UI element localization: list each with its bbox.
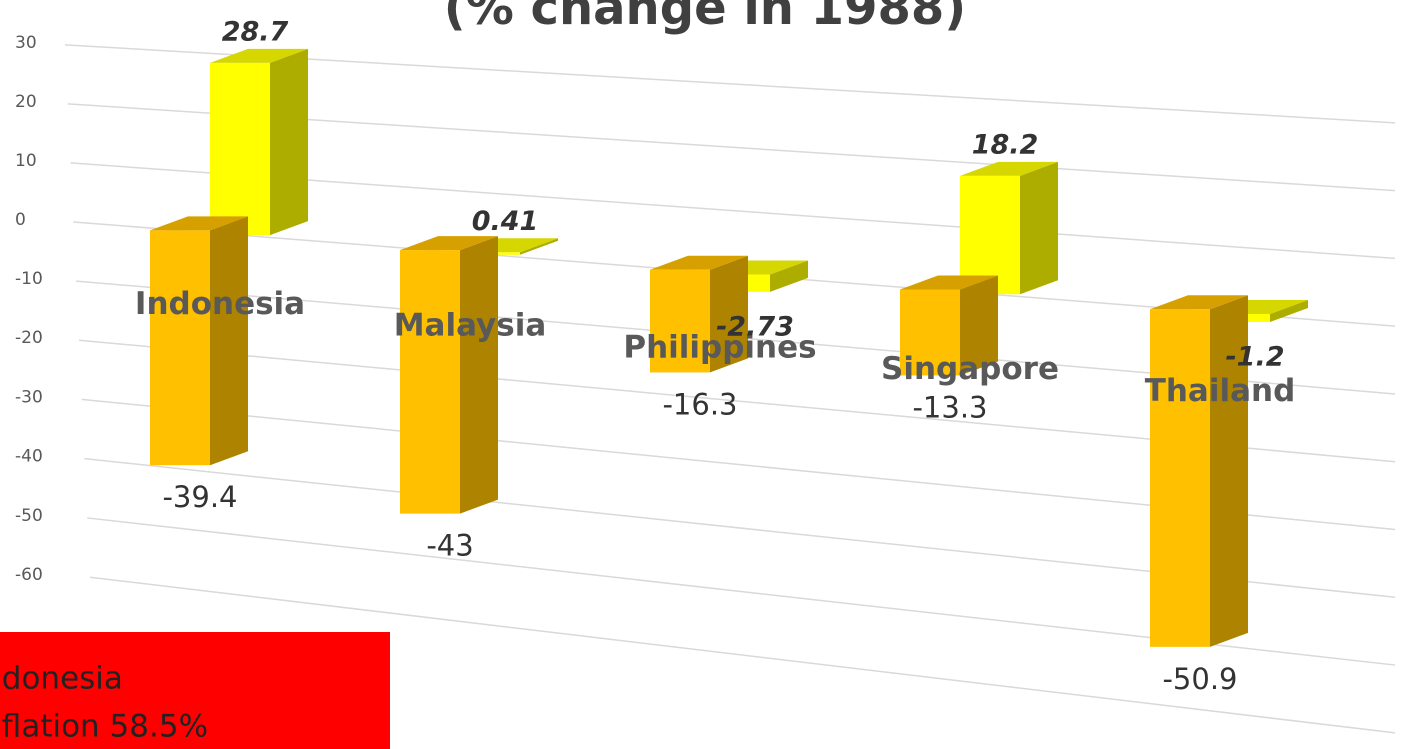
y-tick-label: 30 [15, 33, 37, 53]
y-tick-label: -50 [15, 506, 43, 526]
bar-top [960, 161, 1058, 176]
y-tick-label: -30 [15, 387, 43, 407]
data-label: -50.9 [1162, 662, 1237, 696]
data-label: -16.3 [662, 387, 737, 421]
bar-side [710, 255, 748, 373]
x-category-label: Indonesia [135, 286, 305, 322]
bar-top [210, 48, 308, 63]
data-label: -13.3 [912, 390, 987, 424]
bar-top [900, 275, 998, 290]
bar-top [400, 236, 498, 251]
bar [150, 230, 210, 466]
bar-side [1020, 161, 1058, 295]
y-tick-label: 10 [15, 151, 37, 171]
x-category-label: Thailand [1145, 373, 1296, 409]
y-tick-label: -10 [15, 269, 43, 289]
bar-top [1150, 295, 1248, 310]
y-tick-label: -40 [15, 447, 43, 467]
y-tick-label: -60 [15, 565, 43, 585]
bar-side [460, 236, 498, 514]
y-tick-label: 0 [15, 210, 26, 230]
data-label: 0.41 [472, 206, 539, 237]
bar-side [270, 48, 308, 236]
bar [960, 175, 1020, 295]
data-label: 18.2 [972, 129, 1039, 160]
data-label: -43 [426, 529, 473, 563]
x-category-label: Malaysia [394, 308, 547, 344]
bar-side [210, 216, 248, 466]
bar [1150, 309, 1210, 647]
grid-line [89, 576, 1396, 734]
bar-side [1210, 295, 1248, 647]
chart-title: (% change in 1988) [444, 0, 966, 36]
y-tick-label: -20 [15, 328, 43, 348]
annotation-box [0, 632, 390, 749]
x-category-label: Singapore [881, 351, 1059, 387]
bar-side [520, 238, 558, 255]
bar [400, 250, 460, 514]
bar-side [1270, 299, 1308, 322]
bar [900, 289, 960, 376]
bar-side [960, 275, 998, 376]
data-label: -2.73 [716, 311, 794, 342]
data-label: 28.7 [222, 16, 289, 47]
annotation-text: Inflation 58.5% [0, 709, 208, 745]
bar-top [650, 255, 748, 270]
bar [210, 62, 270, 236]
annotation-text: Indonesia [0, 661, 123, 697]
bar [650, 269, 710, 373]
data-label: -39.4 [162, 480, 237, 514]
data-label: -1.2 [1225, 341, 1284, 372]
x-category-label: Philippines [623, 329, 816, 365]
bar-side [770, 260, 808, 292]
bar-top [150, 216, 248, 231]
y-tick-label: 20 [15, 92, 37, 112]
